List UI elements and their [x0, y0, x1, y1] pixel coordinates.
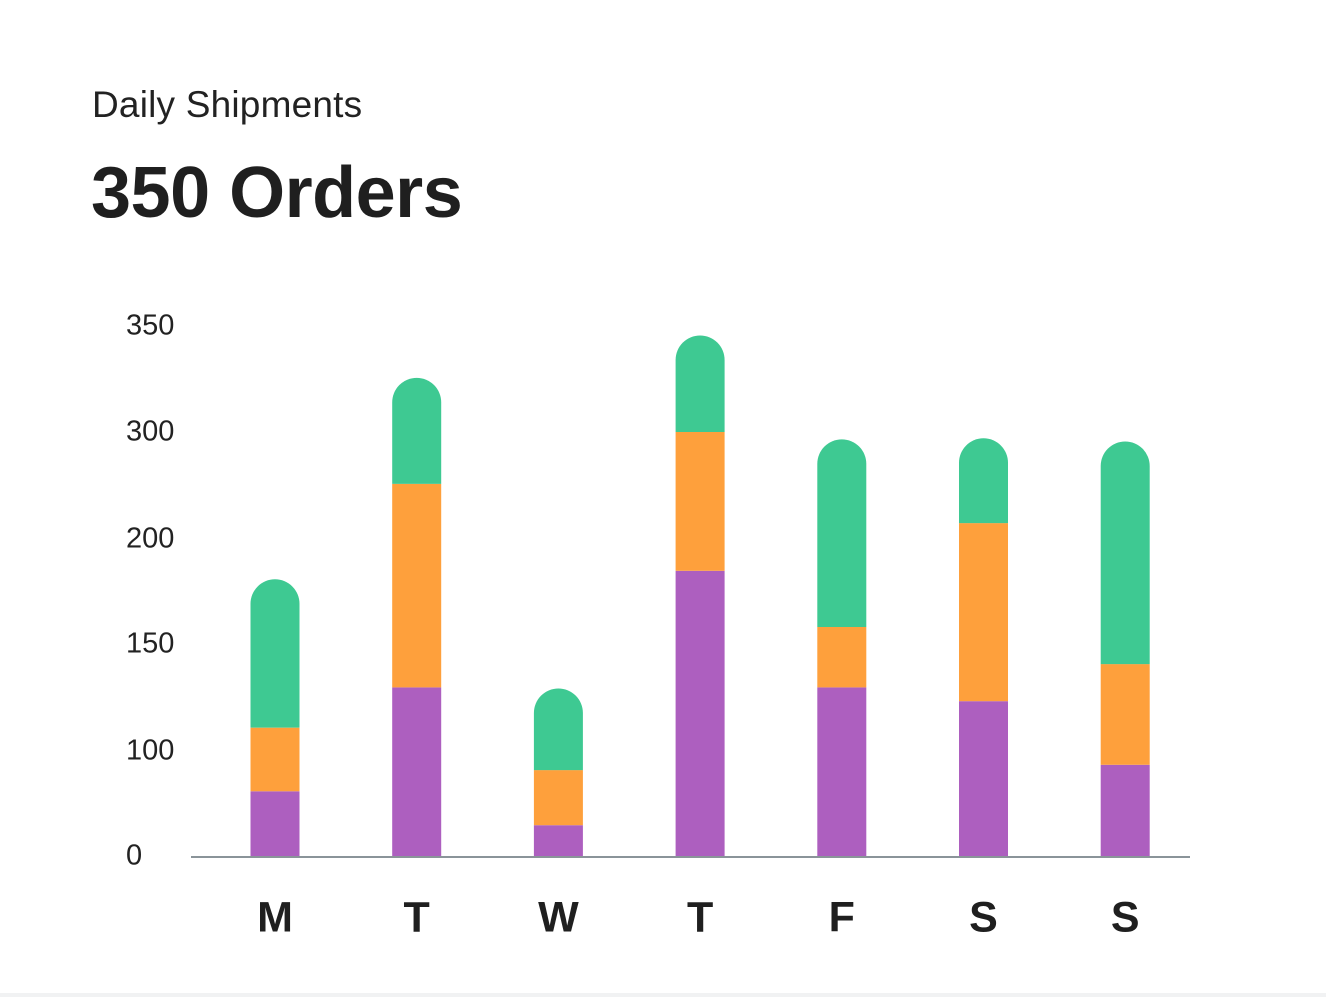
y-tick-label: 150 [126, 628, 174, 660]
y-tick-label: 200 [126, 523, 174, 555]
chart-headline: 350 Orders [91, 153, 463, 233]
bar-segment [1100, 664, 1150, 765]
y-tick-label: 350 [126, 310, 174, 342]
bar-segment-top [675, 335, 725, 432]
x-category-label: S [1111, 893, 1140, 941]
bar-segment [959, 523, 1008, 702]
y-tick-label: 0 [126, 840, 142, 872]
y-tick-label: 100 [126, 735, 174, 767]
x-category-label: W [538, 893, 579, 941]
x-category-label: T [687, 893, 713, 941]
y-tick-label: 300 [126, 416, 174, 448]
bar-segment [1100, 764, 1150, 857]
bar-segment-top [817, 439, 867, 627]
bar-segment-top [959, 438, 1008, 524]
x-category-label: F [829, 893, 855, 941]
bar-segment [817, 687, 867, 857]
bar-segment-top [392, 377, 442, 484]
bar-segment [675, 431, 725, 571]
bar-segment [250, 727, 300, 792]
bar-segment [533, 825, 583, 857]
chart-subtitle: Daily Shipments [92, 84, 363, 125]
bar-segment [533, 770, 583, 826]
bar-segment-top [1100, 441, 1150, 665]
bar-segment [817, 626, 867, 688]
bar-segment-top [250, 579, 300, 728]
bar-segment [392, 483, 442, 688]
bar-segment [959, 701, 1008, 857]
bottom-divider [0, 993, 1326, 997]
x-category-label: M [257, 893, 293, 941]
bar-segment [675, 570, 725, 857]
bar-segment [392, 687, 442, 857]
x-category-label: T [404, 893, 430, 941]
x-category-label: S [969, 893, 998, 941]
bar-segment [250, 791, 300, 857]
bar-segment-top [533, 688, 583, 771]
